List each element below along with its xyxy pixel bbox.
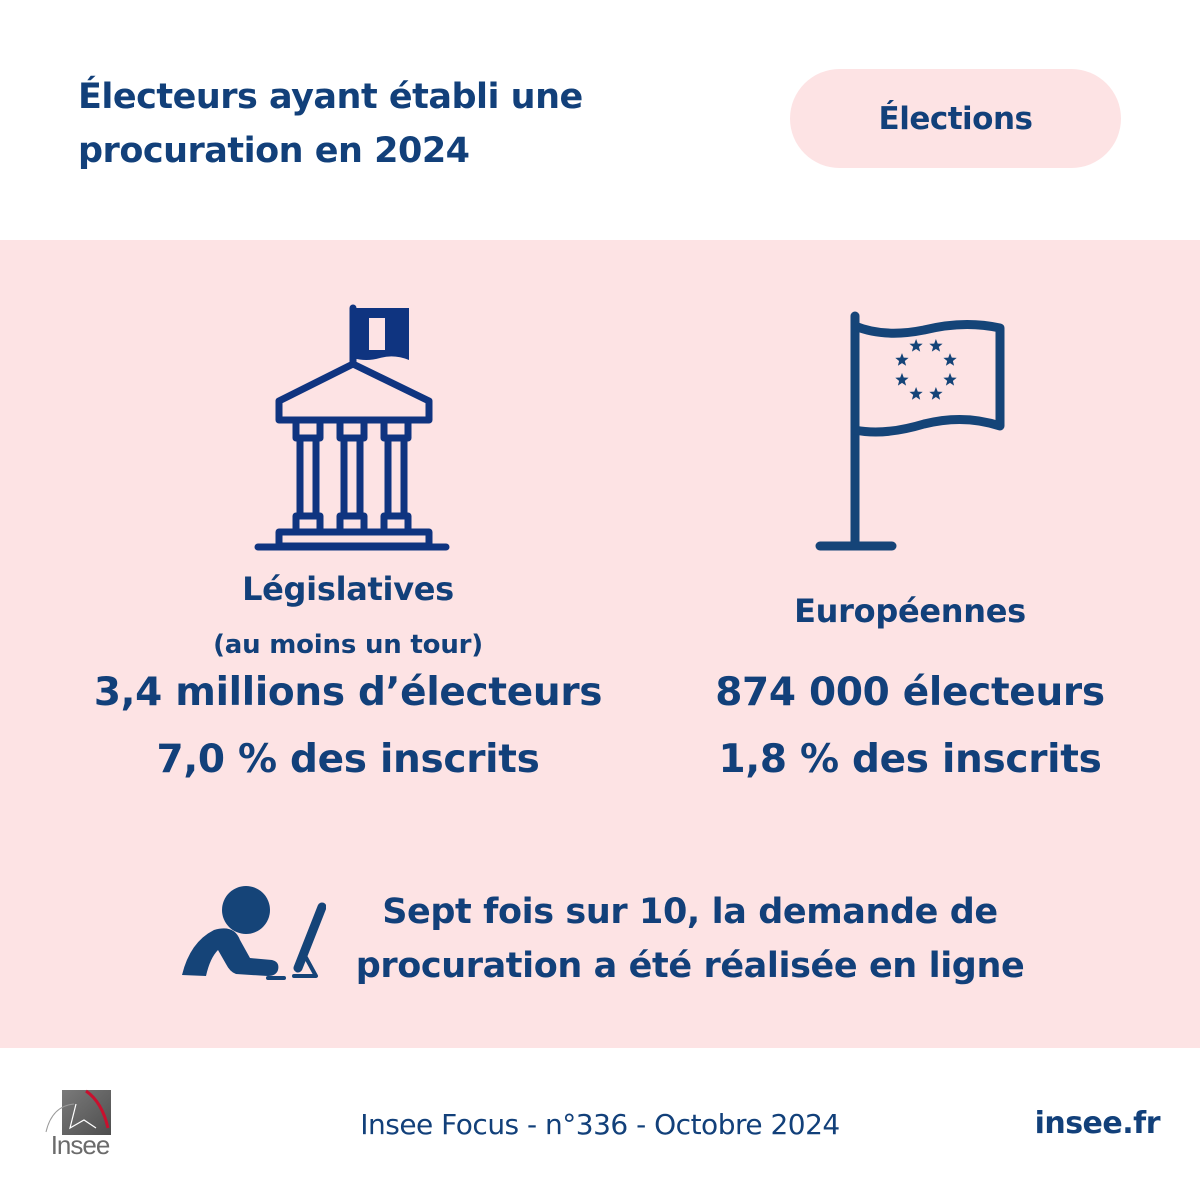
legislatives-subtitle: (au moins un tour) — [213, 630, 483, 660]
footer — [0, 1048, 1200, 1200]
legislatives-voters: 3,4 millions d’électeurs — [93, 670, 603, 715]
online-line-1: Sept fois sur 10, la demande de — [382, 892, 998, 932]
website-link[interactable]: insee.fr — [1034, 1106, 1161, 1141]
eu-star-icon — [909, 339, 923, 352]
legislatives-title: Législatives — [242, 570, 454, 608]
europeennes-title: Européennes — [794, 592, 1026, 630]
europeennes-share: 1,8 % des inscrits — [718, 737, 1102, 782]
insee-logo-text: Insee — [50, 1130, 111, 1160]
title-line-2: procuration en 2024 — [78, 131, 470, 171]
publication-reference: Insee Focus - n°336 - Octobre 2024 — [360, 1108, 840, 1141]
eu-star-icon — [929, 387, 943, 400]
category-tag: Élections — [790, 69, 1121, 168]
online-line-2: procuration a été réalisée en ligne — [355, 946, 1025, 986]
person-at-computer-icon — [176, 880, 327, 985]
page-title: Électeurs ayant établi une procuration e… — [78, 70, 698, 178]
eu-flag-icon — [814, 310, 1010, 555]
eu-star-icon — [929, 339, 943, 352]
europeennes-voters: 874 000 électeurs — [715, 670, 1105, 715]
eu-star-icon — [943, 372, 957, 386]
title-line-1: Électeurs ayant établi une — [78, 77, 583, 117]
legislatives-share: 7,0 % des inscrits — [156, 737, 540, 782]
eu-star-icon — [895, 372, 909, 386]
online-request-text: Sept fois sur 10, la demande de procurat… — [330, 885, 1050, 993]
eu-star-icon — [909, 387, 923, 400]
header: Électeurs ayant établi une procuration e… — [0, 0, 1200, 240]
insee-logo[interactable] — [40, 1088, 120, 1168]
eu-star-icon — [895, 353, 909, 366]
eu-star-icon — [943, 353, 957, 366]
government-building-icon — [254, 304, 450, 554]
